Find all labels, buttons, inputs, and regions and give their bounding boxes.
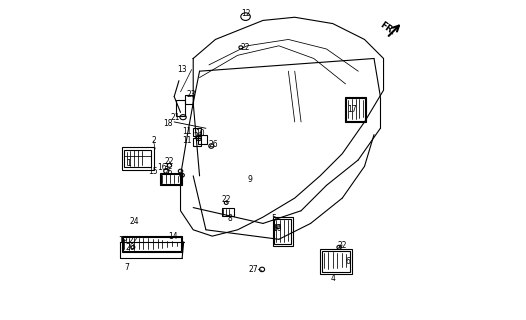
Bar: [193, 128, 201, 136]
Text: 24: 24: [130, 217, 139, 226]
Bar: [122, 147, 154, 170]
Text: 13: 13: [177, 65, 187, 74]
Text: 8: 8: [227, 214, 232, 223]
Bar: [322, 251, 350, 272]
Bar: [123, 237, 181, 251]
Text: 6: 6: [346, 257, 350, 266]
Bar: [222, 208, 235, 216]
Text: 11: 11: [182, 127, 191, 136]
Bar: [275, 219, 291, 244]
Text: 25: 25: [163, 168, 173, 177]
Text: 5: 5: [271, 214, 277, 223]
Text: FR.: FR.: [378, 20, 397, 37]
Text: 22: 22: [338, 241, 347, 250]
Text: 2: 2: [151, 136, 156, 146]
Text: 16: 16: [272, 224, 282, 233]
Text: 9: 9: [248, 174, 253, 184]
Text: 7: 7: [124, 263, 129, 272]
Text: 11: 11: [182, 136, 191, 146]
Bar: [160, 173, 182, 185]
Text: 15: 15: [149, 167, 158, 176]
Text: 1: 1: [126, 159, 130, 168]
Text: 3: 3: [164, 164, 169, 172]
Bar: [185, 95, 193, 105]
Text: 4: 4: [330, 275, 335, 284]
Text: 16: 16: [158, 164, 167, 172]
Text: 18: 18: [163, 119, 173, 128]
Text: 23: 23: [187, 91, 196, 100]
Text: 22: 22: [221, 195, 231, 204]
Text: 22: 22: [241, 43, 250, 52]
Text: 22: 22: [128, 236, 138, 245]
Text: 27: 27: [249, 265, 258, 274]
Bar: [161, 174, 181, 184]
Bar: [122, 236, 182, 252]
Text: 21: 21: [170, 113, 180, 122]
Text: 26: 26: [208, 140, 218, 149]
Text: 14: 14: [168, 232, 177, 241]
Bar: [320, 249, 352, 274]
Bar: [347, 98, 365, 121]
Text: 19: 19: [118, 236, 128, 245]
Bar: [346, 97, 366, 122]
Text: 20: 20: [126, 243, 136, 252]
Bar: [272, 217, 293, 246]
Text: 22: 22: [165, 157, 174, 166]
Text: 12: 12: [241, 9, 250, 18]
Text: 10: 10: [195, 129, 205, 138]
Bar: [198, 135, 207, 144]
Bar: [124, 150, 151, 167]
Bar: [176, 100, 185, 116]
Text: 17: 17: [347, 105, 357, 114]
Text: 26: 26: [193, 132, 203, 141]
Bar: [193, 138, 201, 146]
